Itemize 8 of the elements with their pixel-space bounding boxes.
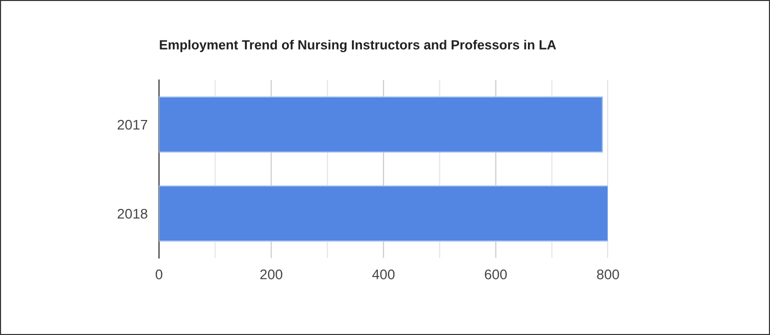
chart-title: Employment Trend of Nursing Instructors and Professors in LA xyxy=(160,40,556,52)
y-tick-label: 2017 xyxy=(118,120,148,130)
x-tick-label: 800 xyxy=(597,269,620,280)
x-tick-label: 0 xyxy=(156,269,162,280)
y-tick-label: 2018 xyxy=(118,208,148,219)
x-tick-label: 400 xyxy=(372,269,395,280)
x-tick-label: 600 xyxy=(484,269,507,280)
x-tick-label: 200 xyxy=(260,269,282,280)
